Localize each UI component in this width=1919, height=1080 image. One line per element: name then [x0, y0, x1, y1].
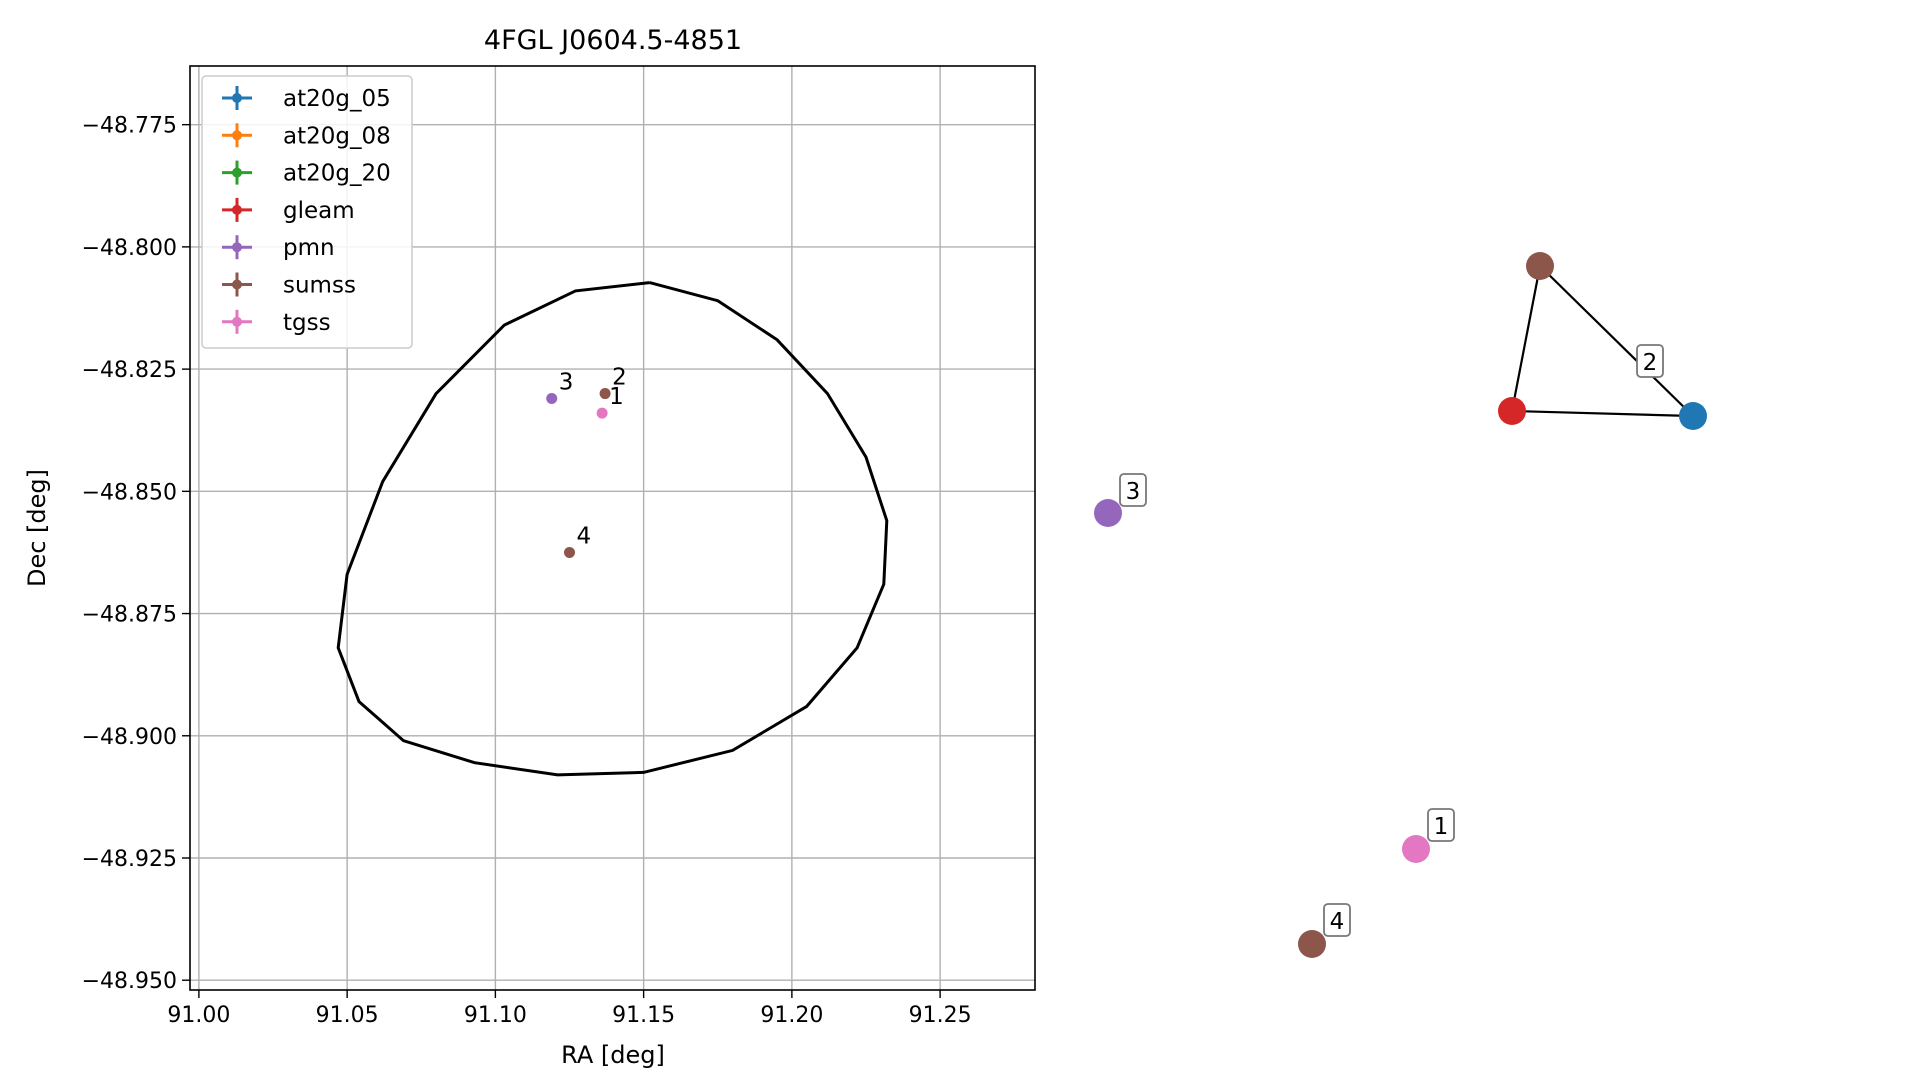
source-point-label: 2	[612, 365, 627, 391]
network-edge	[1510, 265, 1542, 412]
group-label-2: 2	[1636, 344, 1664, 378]
chart-title: 4FGL J0604.5-4851	[484, 25, 742, 56]
network-node-at20g	[1679, 402, 1707, 430]
node-label-1: 1	[1427, 808, 1455, 842]
network-edge	[1511, 409, 1694, 418]
y-axis-label: Dec [deg]	[23, 469, 51, 587]
x-tick-label: 91.20	[760, 1003, 823, 1028]
node-label-box	[1323, 903, 1351, 937]
legend-label: at20g_20	[283, 161, 391, 187]
y-tick-label: −48.925	[82, 847, 177, 872]
legend-label: gleam	[283, 198, 355, 224]
legend-marker-dot	[232, 279, 242, 290]
legend-label: tgss	[283, 310, 331, 336]
legend-marker-dot	[232, 204, 242, 215]
legend-marker-dot	[232, 316, 242, 327]
legend-marker-dot	[232, 130, 242, 141]
network-edges	[1510, 265, 1694, 418]
y-axis-ticks: −48.775 −48.800 −48.825 −48.850 −48.875 −48.9…	[82, 114, 190, 994]
y-tick-label: −48.900	[82, 725, 177, 750]
legend-marker-dot	[232, 93, 242, 103]
legend-marker-dot	[232, 167, 242, 178]
legend-label: at20g_05	[283, 86, 391, 112]
node-label-text: 4	[1330, 909, 1345, 935]
node-label-text: 3	[1126, 479, 1141, 505]
node-label-box	[1427, 808, 1455, 842]
x-tick-label: 91.05	[316, 1003, 379, 1028]
group-label-text: 2	[1643, 350, 1658, 376]
y-tick-label: −48.825	[82, 358, 177, 383]
x-tick-label: 91.00	[167, 1003, 230, 1028]
localization-ellipse	[336, 281, 889, 777]
source-point-sumss	[599, 388, 611, 400]
source-point-label: 1	[609, 384, 624, 410]
x-tick-label: 91.15	[612, 1003, 675, 1028]
x-tick-label: 91.10	[464, 1003, 527, 1028]
network-labels: 2 3 1 4	[1119, 344, 1664, 937]
x-axis-ticks: 91.00 91.05 91.10 91.15 91.20 91.25	[167, 990, 972, 1028]
ellipse-layer	[336, 281, 889, 777]
y-tick-label: −48.775	[82, 114, 177, 139]
points-layer: 12 3 4	[546, 365, 627, 558]
legend-label: at20g_08	[283, 123, 391, 149]
x-tick-label: 91.25	[909, 1003, 972, 1028]
network-nodes	[1094, 252, 1707, 958]
x-axis-label: RA [deg]	[561, 1041, 665, 1069]
group-label-box	[1636, 344, 1664, 378]
node-label-text: 1	[1434, 814, 1449, 840]
plot-frame	[189, 65, 1036, 991]
legend-label: sumss	[283, 273, 356, 299]
network-node-tgss	[1402, 835, 1430, 863]
y-tick-label: −48.950	[82, 969, 177, 994]
legend-box	[201, 75, 413, 349]
y-tick-label: −48.800	[82, 236, 177, 261]
source-point-label: 4	[577, 523, 592, 549]
source-point-tgss	[596, 407, 608, 419]
y-tick-label: −48.850	[82, 480, 177, 505]
source-point-pmn	[546, 392, 558, 404]
legend-marker-dot	[232, 242, 242, 253]
network-node-pmn	[1094, 499, 1122, 527]
node-label-3: 3	[1119, 473, 1147, 507]
network-node-sumss	[1526, 252, 1554, 280]
network-edge	[1539, 265, 1694, 417]
node-label-4: 4	[1323, 903, 1351, 937]
legend-label: pmn	[283, 235, 335, 261]
source-point-label: 3	[559, 369, 574, 395]
network-panel: 2 3 1 4	[1094, 252, 1707, 958]
network-node-sumss-bottom	[1298, 930, 1326, 958]
y-tick-label: −48.875	[82, 603, 177, 628]
node-label-box	[1119, 473, 1147, 507]
source-point-sumss	[564, 546, 576, 558]
network-node-gleam	[1498, 397, 1526, 425]
